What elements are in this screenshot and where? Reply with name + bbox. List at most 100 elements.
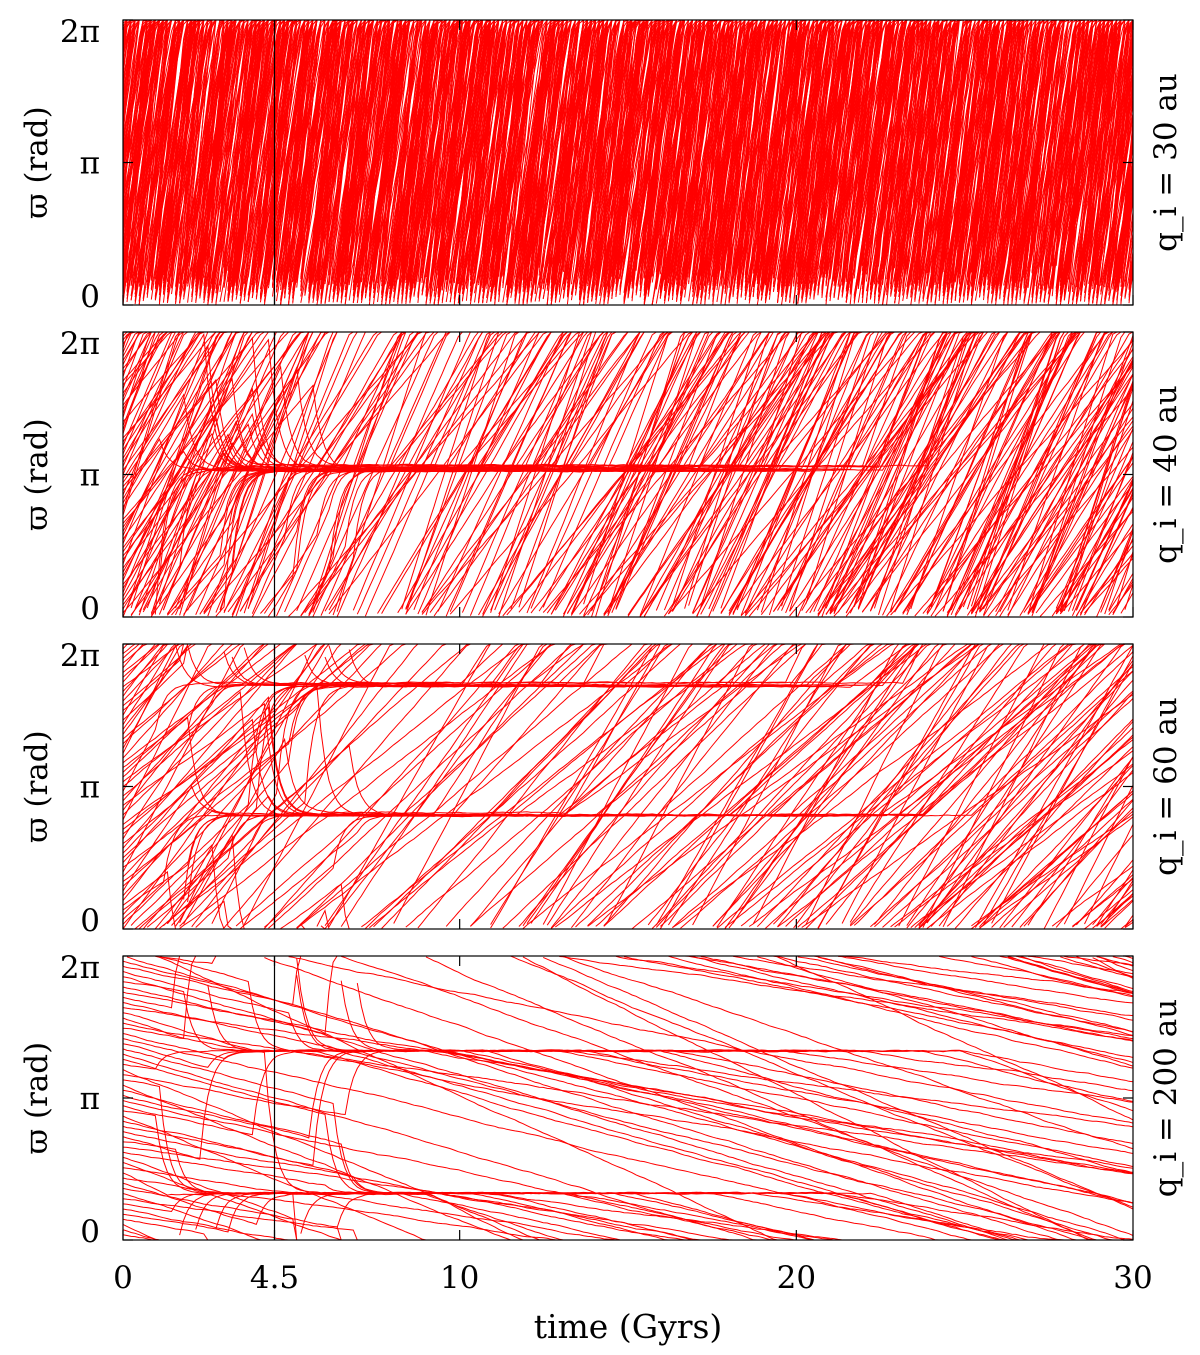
- series-line: [813, 332, 936, 612]
- series-line: [966, 20, 997, 301]
- series-line: [554, 20, 601, 285]
- series-line: [280, 20, 310, 283]
- series-line: [999, 20, 1045, 290]
- series-line: [958, 20, 1013, 291]
- series-line: [898, 644, 1045, 927]
- series-line: [530, 20, 568, 288]
- series-line: [853, 332, 964, 607]
- series-line: [595, 20, 633, 301]
- series-line: [377, 20, 403, 273]
- series-line: [123, 20, 140, 128]
- series-line: [781, 20, 811, 286]
- series-line: [671, 332, 799, 612]
- series-line: [570, 332, 698, 616]
- series-line: [748, 20, 803, 301]
- series-line: [123, 1167, 298, 1240]
- series-line: [744, 20, 799, 301]
- series-line: [425, 20, 459, 297]
- panel-label: q_i = 40 au: [1148, 385, 1184, 564]
- series-line: [1027, 756, 1133, 926]
- series-line: [134, 20, 181, 294]
- series-line: [906, 20, 960, 293]
- x-tick-label: 30: [1113, 1260, 1152, 1296]
- series-line: [437, 20, 492, 294]
- series-line: [1100, 899, 1133, 928]
- series-line: [159, 644, 524, 929]
- series-line: [123, 332, 184, 406]
- series-line: [1039, 20, 1077, 300]
- series-line: [1019, 956, 1133, 993]
- series-line: [950, 20, 1005, 300]
- series-line: [631, 20, 669, 278]
- series-line: [123, 1069, 544, 1240]
- series-line: [123, 644, 144, 669]
- y-tick-label: 0: [80, 903, 100, 939]
- series-line: [894, 332, 1057, 612]
- series-line: [123, 332, 132, 341]
- series-line: [530, 332, 657, 609]
- series-line: [825, 332, 1009, 615]
- series-line: [457, 20, 496, 282]
- series-line: [797, 20, 851, 295]
- series-line: [478, 332, 645, 616]
- series-line: [336, 20, 390, 286]
- series-line: [793, 644, 1013, 929]
- series-line: [801, 694, 1133, 928]
- series-line: [1112, 89, 1133, 284]
- series-line: [785, 644, 1097, 927]
- series-line: [926, 644, 1126, 924]
- series-line: [134, 644, 766, 929]
- series-line: [1084, 557, 1133, 614]
- series-line: [123, 644, 160, 673]
- series-line: [696, 20, 734, 297]
- series-line: [1055, 20, 1106, 288]
- series-line: [607, 20, 645, 298]
- series-line: [894, 20, 928, 288]
- series-line: [123, 1131, 685, 1240]
- series-line: [938, 660, 1133, 927]
- y-axis-label: ϖ (rad): [19, 418, 55, 530]
- series-line: [518, 332, 609, 608]
- series-line: [639, 20, 677, 298]
- y-tick-label: π: [80, 769, 100, 805]
- series-line: [748, 20, 787, 284]
- series-line: [490, 644, 657, 929]
- series-line: [542, 20, 596, 290]
- series-line: [123, 20, 140, 103]
- series-line: [1007, 956, 1133, 994]
- series-line: [183, 644, 661, 925]
- series-line: [842, 956, 1133, 994]
- series-line: [611, 20, 665, 296]
- series-line: [336, 332, 463, 617]
- series-line: [154, 644, 604, 929]
- series-line: [171, 20, 209, 280]
- series-line: [1003, 20, 1033, 270]
- series-line: [219, 20, 249, 286]
- y-tick-label: π: [80, 1081, 100, 1117]
- series-line: [999, 20, 1033, 287]
- series-line: [373, 20, 399, 274]
- series-line: [744, 20, 786, 292]
- series-line: [312, 332, 407, 613]
- series-line: [123, 20, 148, 141]
- series-line: [692, 332, 936, 615]
- series-line: [437, 20, 467, 276]
- series-line: [829, 20, 883, 297]
- series-line: [123, 644, 140, 659]
- series-line: [667, 20, 726, 301]
- series-line: [777, 644, 1133, 928]
- series-line: [603, 332, 778, 616]
- series-line: [942, 332, 1029, 612]
- series-line: [757, 956, 1133, 1067]
- series-line: [643, 332, 819, 617]
- series-line: [506, 20, 536, 305]
- series-line: [154, 20, 205, 285]
- series-line: [970, 332, 1065, 614]
- series-line: [1092, 957, 1133, 979]
- series-line: [320, 20, 350, 300]
- series-line: [562, 20, 597, 291]
- series-line: [700, 20, 754, 286]
- series-line: [123, 644, 281, 764]
- series-line: [942, 644, 1085, 928]
- series-line: [546, 20, 580, 305]
